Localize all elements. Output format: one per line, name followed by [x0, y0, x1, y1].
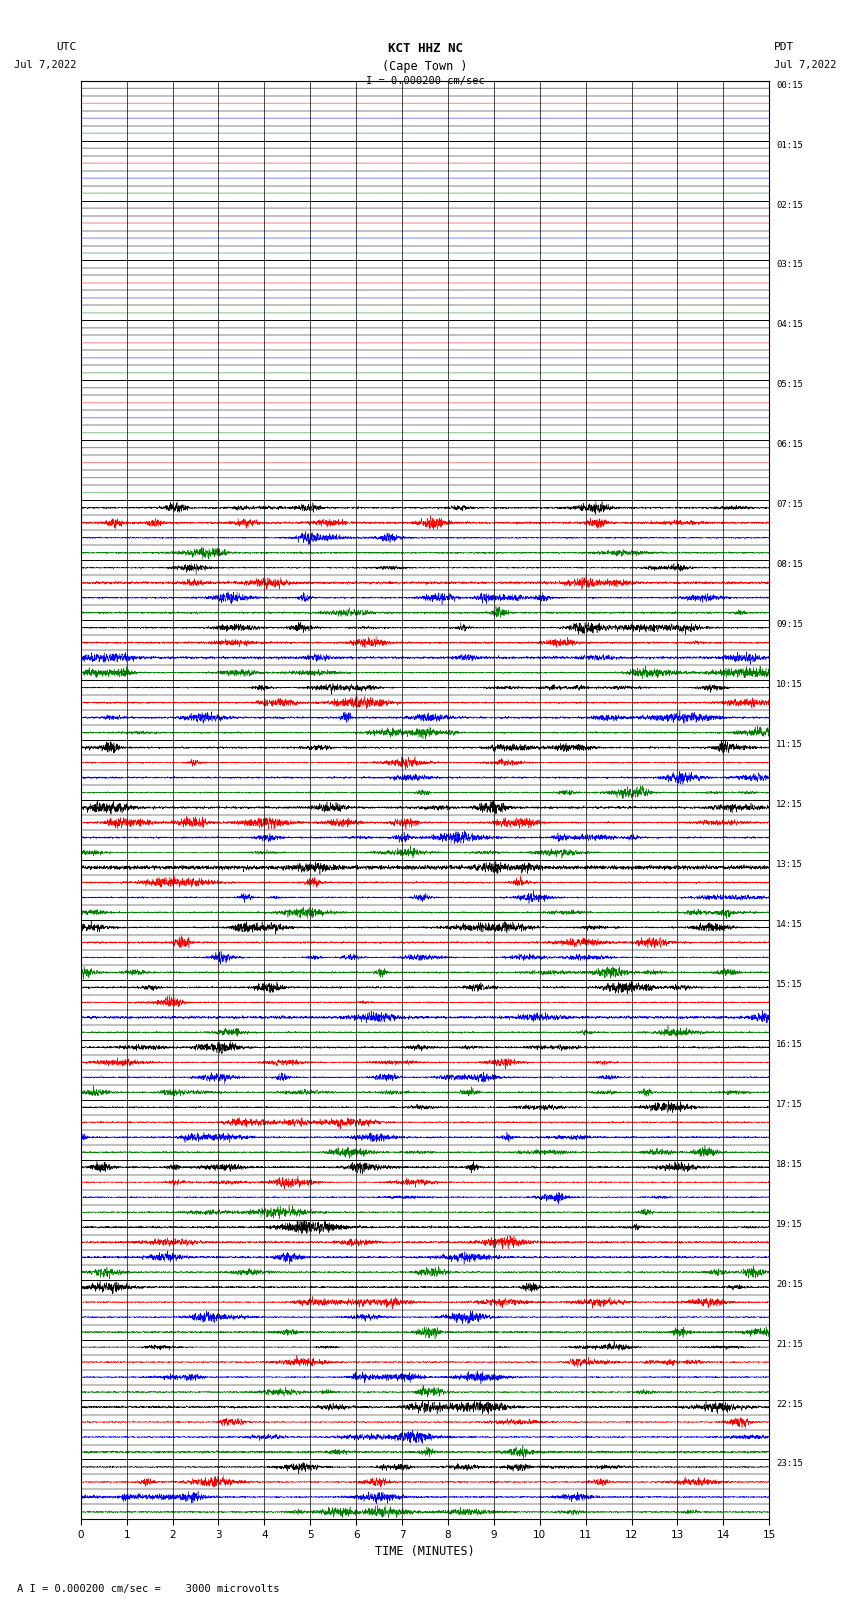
Text: 12:15: 12:15: [776, 800, 803, 810]
Text: 15:15: 15:15: [776, 981, 803, 989]
Text: KCT HHZ NC: KCT HHZ NC: [388, 42, 462, 55]
Text: 23:15: 23:15: [776, 1460, 803, 1468]
Text: 09:15: 09:15: [776, 621, 803, 629]
Text: 13:15: 13:15: [776, 860, 803, 869]
Text: I = 0.000200 cm/sec: I = 0.000200 cm/sec: [366, 76, 484, 85]
Text: 18:15: 18:15: [776, 1160, 803, 1169]
Text: 20:15: 20:15: [776, 1279, 803, 1289]
X-axis label: TIME (MINUTES): TIME (MINUTES): [375, 1545, 475, 1558]
Text: 14:15: 14:15: [776, 919, 803, 929]
Text: 05:15: 05:15: [776, 381, 803, 389]
Text: 19:15: 19:15: [776, 1219, 803, 1229]
Text: UTC: UTC: [56, 42, 76, 52]
Text: 03:15: 03:15: [776, 261, 803, 269]
Text: PDT: PDT: [774, 42, 794, 52]
Text: 01:15: 01:15: [776, 140, 803, 150]
Text: 11:15: 11:15: [776, 740, 803, 748]
Text: 17:15: 17:15: [776, 1100, 803, 1108]
Text: 07:15: 07:15: [776, 500, 803, 510]
Text: A I = 0.000200 cm/sec =    3000 microvolts: A I = 0.000200 cm/sec = 3000 microvolts: [17, 1584, 280, 1594]
Text: 08:15: 08:15: [776, 560, 803, 569]
Text: 16:15: 16:15: [776, 1040, 803, 1048]
Text: 00:15: 00:15: [776, 81, 803, 90]
Text: 10:15: 10:15: [776, 681, 803, 689]
Text: 22:15: 22:15: [776, 1400, 803, 1408]
Text: (Cape Town ): (Cape Town ): [382, 60, 468, 73]
Text: Jul 7,2022: Jul 7,2022: [14, 60, 76, 69]
Text: 21:15: 21:15: [776, 1339, 803, 1348]
Text: 02:15: 02:15: [776, 200, 803, 210]
Text: Jul 7,2022: Jul 7,2022: [774, 60, 836, 69]
Text: 06:15: 06:15: [776, 440, 803, 450]
Text: 04:15: 04:15: [776, 321, 803, 329]
